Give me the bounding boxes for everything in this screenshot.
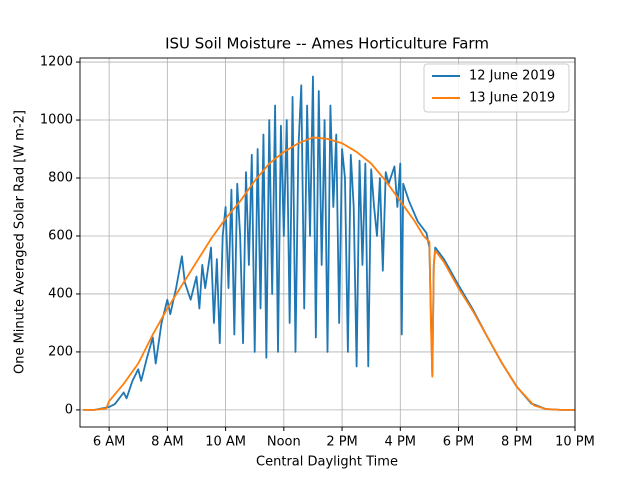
x-tick-label: Noon [267,435,301,450]
y-tick-label: 600 [48,228,73,243]
x-tick-label: 6 AM [93,435,126,450]
chart-title: ISU Soil Moisture -- Ames Horticulture F… [165,35,489,53]
y-tick-label: 200 [48,344,73,359]
series-line [82,75,575,411]
x-tick-label: 4 PM [385,435,416,450]
plot-frame [79,57,576,428]
legend-label: 13 June 2019 [469,91,555,106]
y-tick-label: 1000 [40,113,73,128]
y-tick-label: 0 [65,402,73,417]
x-tick-label: 8 PM [501,435,532,450]
series-line [82,136,575,411]
x-tick-label: 6 PM [443,435,474,450]
x-tick-label: 10 PM [555,435,595,450]
y-axis-label: One Minute Averaged Solar Rad [W m-2] [13,110,28,374]
x-tick-label: 2 PM [326,435,357,450]
legend-label: 12 June 2019 [469,69,555,84]
y-tick-label: 800 [48,171,73,186]
x-tick-label: 8 AM [151,435,184,450]
x-axis-label: Central Daylight Time [256,455,398,470]
y-tick-label: 400 [48,286,73,301]
x-tick-label: 10 AM [205,435,246,450]
legend-box [423,63,570,113]
y-tick-label: 1200 [40,55,73,70]
